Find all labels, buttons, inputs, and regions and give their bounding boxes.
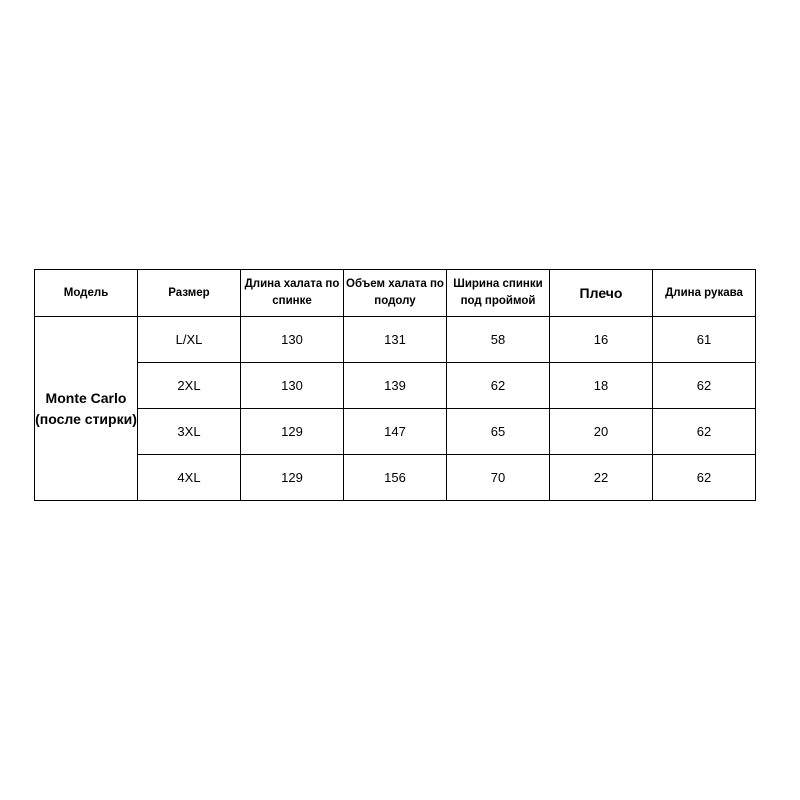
cell: 3XL: [137, 408, 241, 455]
cell: 65: [446, 408, 550, 455]
header-size: Размер: [137, 269, 241, 317]
cell: 129: [240, 408, 344, 455]
cell: 61: [652, 316, 756, 363]
header-model: Модель: [34, 269, 138, 317]
model-note: (после стирки): [35, 410, 137, 427]
cell: 62: [652, 454, 756, 501]
size-chart-table: Модель Размер Длина халата по спинке Объ…: [34, 269, 756, 501]
header-back-length: Длина халата по спинке: [240, 269, 344, 317]
cell: 156: [343, 454, 447, 501]
cell: 18: [549, 362, 653, 409]
cell: 130: [240, 362, 344, 409]
table-row: 3XL 129 147 65 20 62: [35, 408, 756, 455]
header-hem-volume: Объем халата по подолу: [343, 269, 447, 317]
cell: 70: [446, 454, 550, 501]
header-shoulder: Плечо: [549, 269, 653, 317]
cell: 4XL: [137, 454, 241, 501]
cell: 147: [343, 408, 447, 455]
cell: 58: [446, 316, 550, 363]
cell: 130: [240, 316, 344, 363]
cell: 20: [549, 408, 653, 455]
cell: 129: [240, 454, 344, 501]
table-row: Monte Carlo (после стирки) L/XL 130 131 5…: [34, 316, 756, 501]
cell: 2XL: [137, 362, 241, 409]
cell: 62: [446, 362, 550, 409]
table-row: 2XL 130 139 62 18 62: [35, 362, 756, 409]
table-row: 4XL 129 156 70 22 62: [35, 454, 756, 501]
header-row: Модель Размер Длина халата по спинке Объ…: [34, 269, 756, 317]
cell: 22: [549, 454, 653, 501]
header-back-width: Ширина спинки под проймой: [446, 269, 550, 317]
header-sleeve-length: Длина рукава: [652, 269, 756, 317]
model-cell: Monte Carlo (после стирки): [34, 316, 138, 501]
cell: 131: [343, 316, 447, 363]
cell: 62: [652, 362, 756, 409]
cell: 62: [652, 408, 756, 455]
cell: 16: [549, 316, 653, 363]
model-name: Monte Carlo: [45, 389, 127, 406]
cell: 139: [343, 362, 447, 409]
cell: L/XL: [137, 316, 241, 363]
